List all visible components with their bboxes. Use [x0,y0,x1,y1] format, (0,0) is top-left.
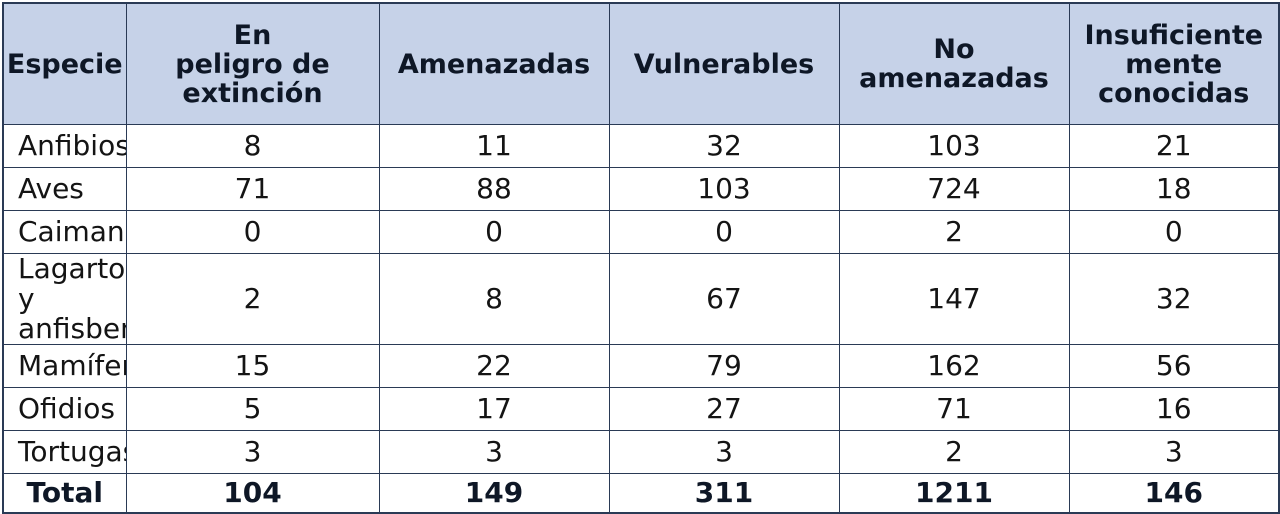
value-cell: 21 [1068,124,1280,168]
value-cell: 18 [1068,167,1280,211]
value-cell: 0 [1068,210,1280,254]
species-label: Ofidios [18,392,115,425]
value-cell: 8 [125,124,380,168]
value-cell: 71 [125,167,380,211]
value-cell: 71 [838,387,1070,431]
value-cell: 15 [125,344,380,388]
header-line: mente [1125,48,1223,80]
value-cell: 8 [378,253,610,345]
value-cell: 67 [608,253,840,345]
header-endangered: En peligro de extinción [125,2,380,125]
species-cell: Ofidios [2,387,127,431]
species-label: anfisbenas [18,312,125,345]
table-row: Caimanes 0 0 0 2 0 [2,210,1280,254]
species-label: Caimanes [18,215,125,248]
value-cell: 147 [838,253,1070,345]
header-species: Especie [2,2,127,125]
value-cell: 162 [838,344,1070,388]
value-cell: 0 [608,210,840,254]
value-cell: 88 [378,167,610,211]
header-line: Amenazadas [397,48,591,80]
header-line: No [933,34,975,65]
species-label: Mamíferos [18,349,125,382]
species-label: Anfibios [18,129,126,162]
total-value: 146 [1068,473,1280,514]
species-label: Tortugas [18,435,126,468]
header-line: amenazadas [859,63,1049,94]
value-cell: 32 [608,124,840,168]
value-cell: 16 [1068,387,1280,431]
header-line: conocidas [1098,77,1250,109]
header-row: Especie En peligro de extinción Amenazad… [2,2,1280,125]
total-label: Total [2,473,127,514]
value-cell: 22 [378,344,610,388]
table-row: Mamíferos 15 22 79 162 56 [2,344,1280,388]
total-value: 149 [378,473,610,514]
table-row: Ofidios 5 17 27 71 16 [2,387,1280,431]
value-cell: 2 [838,430,1070,474]
header-vulnerable: Vulnerables [608,2,840,125]
value-cell: 3 [608,430,840,474]
value-cell: 17 [378,387,610,431]
species-label: Lagartos y [18,253,126,315]
value-cell: 2 [838,210,1070,254]
value-cell: 2 [125,253,380,345]
value-cell: 0 [125,210,380,254]
value-cell: 0 [378,210,610,254]
table-row: Anfibios 8 11 32 103 21 [2,124,1280,168]
table-row: Aves 71 88 103 724 18 [2,167,1280,211]
value-cell: 724 [838,167,1070,211]
total-value: 104 [125,473,380,514]
header-insufficiently-known: Insuficiente mente conocidas [1068,2,1280,125]
value-cell: 103 [838,124,1070,168]
value-cell: 3 [378,430,610,474]
value-cell: 3 [1068,430,1280,474]
header-line: En [233,19,272,51]
value-cell: 56 [1068,344,1280,388]
header-threatened: Amenazadas [378,2,610,125]
total-row: Total 104 149 311 1211 146 [2,473,1280,514]
value-cell: 3 [125,430,380,474]
value-cell: 5 [125,387,380,431]
header-line: extinción [182,77,323,109]
header-not-threatened: No amenazadas [838,2,1070,125]
header-line: Vulnerables [633,48,815,80]
species-cell: Mamíferos [2,344,127,388]
header-line: Especie [6,48,123,80]
table-footer: Total 104 149 311 1211 146 [2,473,1280,514]
table-row: Lagartos y anfisbenas 2 8 67 147 32 [2,253,1280,345]
total-value: 311 [608,473,840,514]
table-row: Tortugas 3 3 3 2 3 [2,430,1280,474]
species-cell: Aves [2,167,127,211]
header-line: peligro de [175,48,330,80]
value-cell: 103 [608,167,840,211]
species-cell: Caimanes [2,210,127,254]
table-body: Anfibios 8 11 32 103 21 Aves 71 88 103 7… [2,124,1280,474]
species-cell: Anfibios [2,124,127,168]
species-label: Aves [18,172,84,205]
value-cell: 79 [608,344,840,388]
value-cell: 11 [378,124,610,168]
total-value: 1211 [838,473,1070,514]
header-line: Insuficiente [1084,19,1264,51]
species-cell: Tortugas [2,430,127,474]
value-cell: 27 [608,387,840,431]
table-header: Especie En peligro de extinción Amenazad… [2,2,1280,125]
value-cell: 32 [1068,253,1280,345]
species-cell: Lagartos y anfisbenas [2,253,127,345]
